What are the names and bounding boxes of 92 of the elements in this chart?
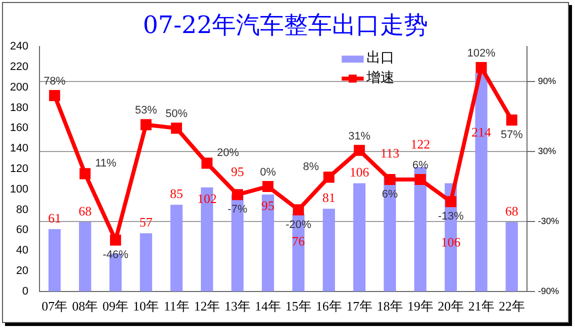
point	[140, 119, 152, 130]
data-label: 106	[350, 164, 370, 180]
x-tick-label: 12年	[194, 298, 220, 314]
bar	[170, 204, 183, 292]
data-label: -13%	[438, 210, 464, 223]
point	[292, 204, 304, 216]
data-label: -7%	[228, 204, 248, 216]
y-tick-label: 100	[10, 183, 28, 196]
legend-label: 出口	[366, 50, 395, 66]
y-tick-label: 40	[16, 244, 28, 257]
data-label: 122	[410, 136, 430, 152]
y-tick-label: 240	[10, 40, 28, 53]
x-tick-label: 09年	[102, 298, 129, 314]
data-label: 53%	[135, 104, 158, 117]
y-tick-label: 180	[10, 102, 28, 114]
point	[80, 168, 91, 180]
y-tick-label: 120	[10, 163, 28, 176]
data-label: 102%	[467, 48, 496, 60]
point	[110, 234, 122, 246]
point	[384, 174, 396, 186]
y-tick-label: 80	[16, 204, 28, 216]
point	[323, 172, 334, 183]
point	[445, 196, 456, 208]
y2-tick-label: -30%	[538, 216, 560, 226]
x-tick-label: 20年	[438, 298, 464, 314]
point	[506, 114, 518, 126]
data-label: 68	[505, 203, 518, 218]
bar	[48, 229, 61, 292]
chart-title: 07-22年汽车整车出口走势	[142, 10, 430, 41]
x-tick-label: 15年	[285, 298, 312, 314]
point	[201, 158, 213, 169]
bar	[353, 183, 366, 292]
y2-tick-label: 30%	[538, 146, 556, 156]
x-tick-label: 17年	[346, 298, 372, 314]
data-label: 106	[441, 234, 462, 250]
data-label: 102	[197, 190, 217, 206]
point	[354, 144, 365, 156]
data-label: 20%	[216, 147, 240, 160]
data-label: 81	[322, 190, 336, 206]
x-tick-label: 08年	[72, 298, 98, 314]
data-label: 214	[472, 124, 492, 140]
data-label: 0%	[260, 166, 276, 179]
data-label: -46%	[102, 249, 129, 262]
y-tick-label: 60	[16, 224, 28, 236]
point	[170, 122, 182, 134]
x-tick-label: 07年	[42, 298, 68, 314]
y-tick-label: 220	[10, 61, 28, 74]
bar	[78, 222, 92, 292]
data-label: 6%	[382, 188, 398, 201]
bar	[262, 194, 274, 292]
data-label: 95	[230, 164, 244, 179]
x-tick-label: 11年	[164, 298, 190, 314]
x-tick-label: 14年	[254, 298, 281, 314]
data-label: 57%	[500, 129, 523, 142]
point	[262, 180, 274, 192]
point	[232, 189, 243, 200]
legend-label: 增速	[366, 70, 395, 86]
y-tick-label: 0	[22, 285, 28, 298]
data-label: 68	[78, 203, 92, 218]
bar	[322, 208, 335, 292]
data-label: 11%	[95, 158, 116, 170]
data-label: 95	[261, 198, 274, 213]
point	[49, 90, 60, 102]
y2-tick-label: -90%	[538, 286, 560, 296]
bar	[506, 222, 518, 292]
data-label: -20%	[286, 218, 312, 231]
data-label: 78%	[44, 76, 66, 88]
x-tick-label: 21年	[468, 298, 494, 314]
data-label: 61	[48, 210, 62, 226]
x-tick-label: 16年	[316, 298, 342, 314]
point	[476, 62, 487, 74]
x-tick-label: 18年	[376, 298, 403, 314]
x-tick-label: 22年	[498, 298, 525, 314]
data-label: 85	[170, 186, 183, 202]
data-label: 8%	[302, 161, 320, 174]
data-label: 57	[140, 214, 154, 230]
y2-tick-label: 90%	[538, 76, 556, 86]
data-label: 50%	[165, 108, 188, 120]
y-tick-label: 20	[16, 265, 28, 278]
data-label: 6%	[412, 160, 428, 172]
x-tick-label: 19年	[407, 298, 434, 314]
x-tick-label: 13年	[224, 298, 250, 314]
data-label: 76	[292, 233, 306, 248]
bar	[140, 233, 152, 292]
point	[414, 174, 426, 186]
data-label: 113	[380, 146, 400, 161]
y-tick-label: 140	[10, 142, 28, 155]
x-tick-label: 10年	[133, 298, 160, 314]
y-tick-label: 200	[10, 81, 28, 94]
data-label: 31%	[348, 130, 371, 142]
bar	[384, 176, 396, 292]
y-tick-label: 160	[10, 122, 28, 134]
